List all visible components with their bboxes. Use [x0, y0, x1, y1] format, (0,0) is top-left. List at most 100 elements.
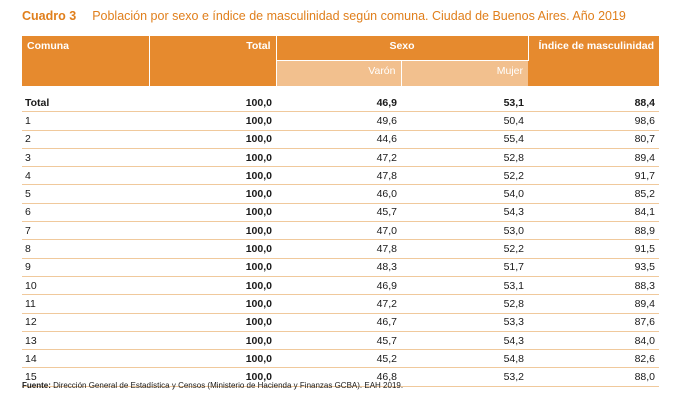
cell-varon: 47,0 — [276, 221, 401, 241]
cell-comuna: 4 — [22, 166, 149, 186]
header-row: Comuna Total Sexo Índice de masculinidad — [22, 36, 660, 86]
cell-comuna: 11 — [22, 294, 149, 314]
table-row: 4 100,0 47,8 52,2 91,7 — [22, 166, 660, 186]
table-title-text: Población por sexo e índice de masculini… — [92, 9, 626, 23]
cell-mujer: 55,4 — [401, 130, 529, 149]
cell-comuna: 13 — [22, 331, 149, 351]
cell-total: 100,0 — [149, 148, 276, 168]
cell-varon: 46,9 — [276, 276, 401, 296]
cell-mujer: 54,3 — [401, 203, 529, 223]
subheader-row: Varón Mujer — [22, 60, 659, 86]
cell-indice: 82,6 — [528, 349, 660, 369]
cell-comuna: Total — [22, 94, 149, 113]
cell-comuna: 14 — [22, 349, 149, 369]
cell-total: 100,0 — [149, 276, 276, 296]
cell-indice: 88,9 — [528, 221, 660, 241]
cell-total: 100,0 — [149, 166, 276, 186]
cell-varon: 47,2 — [276, 148, 401, 168]
cell-indice: 98,6 — [528, 111, 660, 131]
table-row: 2 100,0 44,6 55,4 80,7 — [22, 130, 660, 149]
cell-total: 100,0 — [149, 130, 276, 149]
cell-comuna: 1 — [22, 111, 149, 131]
cell-total: 100,0 — [149, 221, 276, 241]
cell-varon: 47,8 — [276, 239, 401, 259]
header-spacer — [22, 86, 659, 94]
cell-total: 100,0 — [149, 94, 276, 113]
table-row: 8 100,0 47,8 52,2 91,5 — [22, 239, 660, 259]
cell-comuna: 3 — [22, 148, 149, 168]
cell-mujer: 52,2 — [401, 166, 529, 186]
cell-indice: 88,4 — [528, 94, 660, 113]
cell-varon: 44,6 — [276, 130, 401, 149]
cell-indice: 84,1 — [528, 203, 660, 223]
cell-total: 100,0 — [149, 331, 276, 351]
cell-total: 100,0 — [149, 294, 276, 314]
cell-varon: 46,8 — [276, 367, 401, 387]
header-varon: Varón — [276, 60, 402, 86]
cell-comuna: 6 — [22, 203, 149, 223]
table-title: Cuadro 3 Población por sexo e índice de m… — [22, 9, 626, 23]
table-row: 13 100,0 45,7 54,3 84,0 — [22, 331, 660, 351]
cell-mujer: 53,2 — [401, 367, 529, 387]
cell-varon: 45,2 — [276, 349, 401, 369]
cell-varon: 45,7 — [276, 203, 401, 223]
cell-indice: 88,3 — [528, 276, 660, 296]
table-body: Total 100,0 46,9 53,1 88,4 1 100,0 49,6 50,4 98,6… — [22, 86, 660, 387]
cell-comuna: 7 — [22, 221, 149, 241]
source-note: Fuente: Dirección General de Estadística… — [22, 381, 403, 390]
header-indice: Índice de masculinidad — [528, 36, 660, 86]
cell-mujer: 51,7 — [401, 258, 529, 277]
table-row: 12 100,0 46,7 53,3 87,6 — [22, 313, 660, 332]
cell-indice: 80,7 — [528, 130, 660, 149]
table-row: 7 100,0 47,0 53,0 88,9 — [22, 221, 660, 241]
table-row: 3 100,0 47,2 52,8 89,4 — [22, 148, 660, 168]
cell-mujer: 54,3 — [401, 331, 529, 351]
cell-mujer: 53,0 — [401, 221, 529, 241]
table-row: 6 100,0 45,7 54,3 84,1 — [22, 203, 660, 223]
cell-comuna: 9 — [22, 258, 149, 277]
cell-varon: 47,2 — [276, 294, 401, 314]
cell-varon: 46,0 — [276, 184, 401, 204]
cell-comuna: 2 — [22, 130, 149, 149]
cell-total: 100,0 — [149, 184, 276, 204]
header-total: Total — [149, 36, 277, 86]
cell-indice: 91,5 — [528, 239, 660, 259]
table-row: 15 100,0 46,8 53,2 88,0 — [22, 367, 660, 387]
cell-mujer: 53,1 — [401, 276, 529, 296]
cell-varon: 45,7 — [276, 331, 401, 351]
cell-indice: 85,2 — [528, 184, 660, 204]
cell-mujer: 52,2 — [401, 239, 529, 259]
cell-total: 100,0 — [149, 258, 276, 277]
cell-indice: 87,6 — [528, 313, 660, 332]
cell-indice: 89,4 — [528, 148, 660, 168]
table-row: 1 100,0 49,6 50,4 98,6 — [22, 111, 660, 131]
header-sexo: Sexo — [276, 36, 529, 61]
cell-indice: 88,0 — [528, 367, 660, 387]
source-label: Fuente: — [22, 381, 51, 390]
table-title-label: Cuadro 3 — [22, 9, 77, 23]
cell-total: 100,0 — [149, 239, 276, 259]
cell-indice: 84,0 — [528, 331, 660, 351]
cell-total: 100,0 — [149, 313, 276, 332]
source-text: Dirección General de Estadística y Censo… — [53, 381, 404, 390]
table-row-total: Total 100,0 46,9 53,1 88,4 — [22, 94, 660, 113]
cell-varon: 48,3 — [276, 258, 401, 277]
cell-indice: 89,4 — [528, 294, 660, 314]
table-row: 10 100,0 46,9 53,1 88,3 — [22, 276, 660, 296]
cell-indice: 93,5 — [528, 258, 660, 277]
header-comuna: Comuna — [22, 36, 150, 86]
table-row: 14 100,0 45,2 54,8 82,6 — [22, 349, 660, 369]
cell-indice: 91,7 — [528, 166, 660, 186]
cell-mujer: 52,8 — [401, 148, 529, 168]
cell-total: 100,0 — [149, 203, 276, 223]
cell-varon: 49,6 — [276, 111, 401, 131]
cell-comuna: 15 — [22, 367, 149, 387]
cell-comuna: 10 — [22, 276, 149, 296]
cell-total: 100,0 — [149, 349, 276, 369]
table-row: 5 100,0 46,0 54,0 85,2 — [22, 184, 660, 204]
cell-mujer: 53,1 — [401, 94, 529, 113]
cell-varon: 47,8 — [276, 166, 401, 186]
cell-mujer: 53,3 — [401, 313, 529, 332]
data-table: Comuna Total Sexo Índice de masculinidad… — [22, 36, 660, 387]
cell-comuna: 8 — [22, 239, 149, 259]
